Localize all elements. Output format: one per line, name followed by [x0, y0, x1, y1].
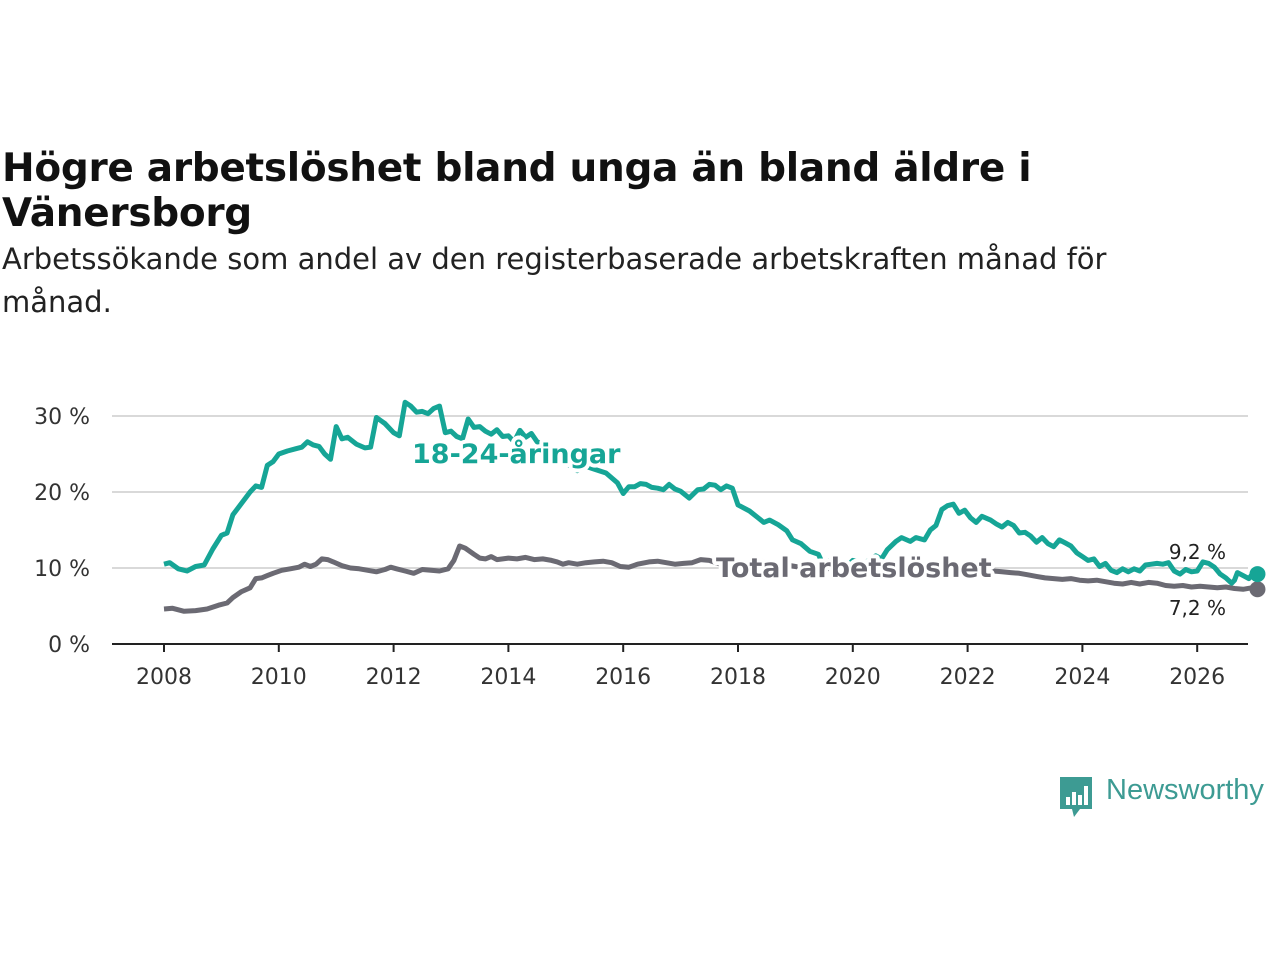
series-label-total: Total arbetslöshet: [716, 553, 992, 584]
y-tick-label: 20 %: [34, 481, 90, 506]
x-tick-label: 2014: [480, 665, 536, 690]
newsworthy-logo-icon: [1060, 777, 1092, 817]
brand-name: Newsworthy: [1106, 774, 1264, 806]
newsworthy-logo[interactable]: Newsworthy: [1058, 772, 1278, 820]
y-tick-label: 30 %: [34, 405, 90, 430]
y-axis-labels: 0 % 10 % 20 % 30 %: [34, 405, 90, 658]
chart-title: Högre arbetslöshet bland unga än bland ä…: [2, 146, 1032, 236]
x-tick-label: 2024: [1054, 665, 1110, 690]
x-tick-label: 2020: [825, 665, 881, 690]
x-axis: 2008 2010 2012 2014 2016 2018 2020 2022 2024 2026: [136, 644, 1225, 690]
series-label-18-24: 18-24-åringar: [412, 438, 621, 470]
series-label-18-24-halo: 18-24-åringar: [412, 438, 621, 470]
end-label-18-24: 9,2 %: [1169, 540, 1226, 564]
end-point-18-24: [1249, 566, 1266, 583]
end-point-total: [1249, 581, 1266, 598]
y-tick-label: 0 %: [48, 633, 90, 658]
series-line-18-24: [163, 399, 1260, 586]
x-tick-label: 2010: [251, 665, 307, 690]
x-tick-label: 2022: [940, 665, 996, 690]
x-tick-label: 2018: [710, 665, 766, 690]
series-lines: [163, 399, 1266, 614]
x-tick-label: 2016: [595, 665, 651, 690]
series-line-total: [163, 543, 1259, 614]
x-tick-label: 2026: [1169, 665, 1225, 690]
x-tick-label: 2008: [136, 665, 192, 690]
line-chart: 0 % 10 % 20 % 30 % 2008 2010 2012 2014 2016 2018…: [34, 399, 1266, 690]
end-label-total: 7,2 %: [1169, 596, 1226, 620]
series-label-total-halo: Total arbetslöshet: [716, 553, 992, 584]
y-tick-label: 10 %: [34, 557, 90, 582]
x-tick-label: 2012: [366, 665, 422, 690]
chart-subtitle: Arbetssökande som andel av den registerb…: [2, 242, 1107, 319]
